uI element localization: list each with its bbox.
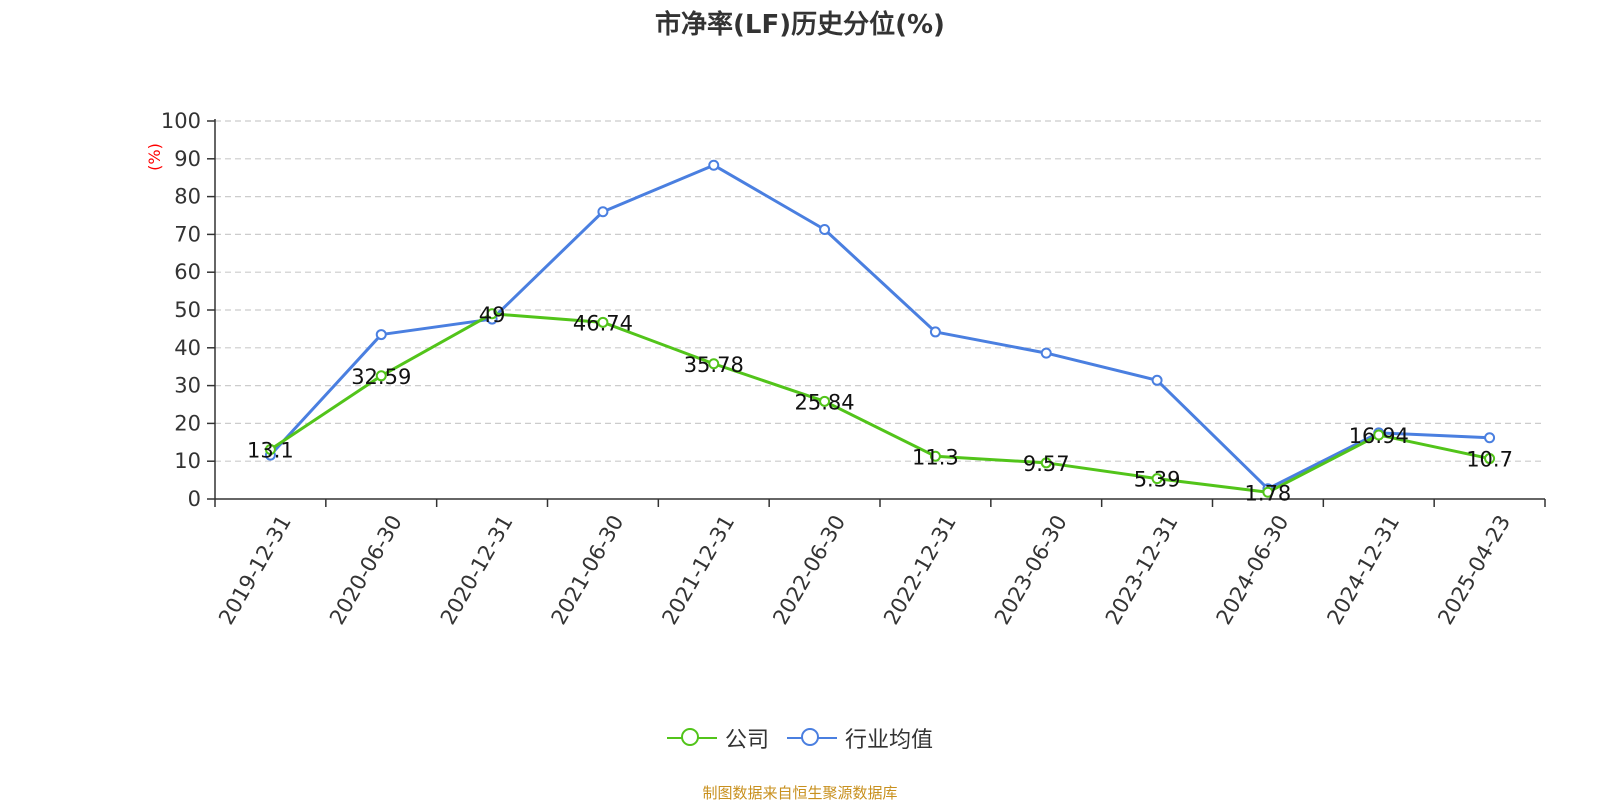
legend-item-industry[interactable]: 行业均值 <box>787 722 933 754</box>
x-tick-label: 2024-12-31 <box>1322 511 1404 629</box>
y-tick-label: 20 <box>174 411 201 435</box>
x-tick-labels: 2019-12-31 2020-06-30 2020-12-31 2021-06-30… <box>214 511 1515 629</box>
data-label: 11.3 <box>912 445 959 469</box>
y-tick-labels: 0 10 20 30 40 50 60 70 80 90 100 <box>161 109 201 511</box>
legend-item-company[interactable]: 公司 <box>666 722 769 754</box>
y-tick-label: 0 <box>188 487 201 511</box>
series-1-point <box>819 223 831 235</box>
series-0-point <box>597 316 609 328</box>
data-label: 35.78 <box>684 353 744 377</box>
series-0-point <box>486 308 498 320</box>
y-tick-label: 40 <box>174 336 201 360</box>
x-tick-label: 2021-06-30 <box>547 511 629 629</box>
series-0-point <box>1373 429 1385 441</box>
series-line-1 <box>269 163 1490 491</box>
x-tick-label: 2022-06-30 <box>768 511 850 629</box>
chart-title: 市净率(LF)历史分位(%) <box>655 10 945 40</box>
series-0-point <box>708 358 720 370</box>
source-note: 制图数据来自恒生聚源数据库 <box>702 784 898 802</box>
y-tick-label: 100 <box>161 109 201 133</box>
data-label: 16.94 <box>1349 424 1409 448</box>
y-tick-label: 50 <box>174 298 201 322</box>
legend-company-icon <box>666 726 717 750</box>
y-axis-label: (%) <box>145 143 164 171</box>
legend-label-industry: 行业均值 <box>845 728 934 753</box>
x-tick-label: 2020-06-30 <box>325 511 407 629</box>
y-tick-label: 30 <box>174 374 201 398</box>
x-tick-label: 2025-04-23 <box>1433 511 1515 629</box>
x-tick-label: 2020-12-31 <box>436 511 518 629</box>
series-0-point <box>1484 453 1496 465</box>
series-1-point <box>375 329 387 341</box>
data-label: 25.84 <box>795 390 855 414</box>
data-label: 9.57 <box>1023 452 1070 476</box>
x-tick-label: 2024-06-30 <box>1212 511 1294 629</box>
x-tick-label: 2021-12-31 <box>657 511 739 629</box>
series-0-point <box>375 370 387 382</box>
y-tick-label: 80 <box>174 185 201 209</box>
data-label: 5.39 <box>1134 468 1181 492</box>
y-tick-label: 60 <box>174 260 201 284</box>
data-label: 46.74 <box>573 311 633 335</box>
x-tick-label: 2023-12-31 <box>1101 511 1183 629</box>
data-label: 13.1 <box>247 438 294 462</box>
series-0-point <box>1262 486 1274 498</box>
series-0-point <box>1151 473 1163 485</box>
legend: 公司 行业均值 <box>0 722 1600 754</box>
data-labels: 13.1 32.59 49 46.74 35.78 25.84 11.3 9.57 5.39 1.… <box>247 303 1513 505</box>
y-tick-label: 90 <box>174 147 201 171</box>
grid-lines <box>215 120 1545 462</box>
series-0-point <box>264 443 276 455</box>
series-1-point <box>1484 432 1496 444</box>
series-0-point <box>929 450 941 462</box>
data-label: 1.78 <box>1245 481 1292 505</box>
data-label: 49 <box>479 303 506 327</box>
y-tick-label: 10 <box>174 449 201 473</box>
series-1-point <box>597 206 609 218</box>
series-1-point <box>1151 374 1163 386</box>
y-tick-label: 70 <box>174 222 201 246</box>
legend-industry-icon <box>787 726 837 750</box>
data-label: 32.59 <box>351 365 411 389</box>
series-line-0 <box>269 312 1490 494</box>
series-1-point <box>708 159 720 171</box>
series-1-point <box>1040 347 1052 359</box>
series-0-point <box>1040 457 1052 469</box>
x-tick-label: 2019-12-31 <box>214 511 296 629</box>
axes <box>207 119 1546 507</box>
series-0-point <box>819 395 831 407</box>
data-label: 10.7 <box>1466 448 1513 472</box>
series-group <box>264 159 1496 498</box>
legend-label-company: 公司 <box>724 728 769 753</box>
series-1-point <box>929 326 941 338</box>
x-tick-label: 2022-12-31 <box>879 511 961 629</box>
x-tick-label: 2023-06-30 <box>990 511 1072 629</box>
